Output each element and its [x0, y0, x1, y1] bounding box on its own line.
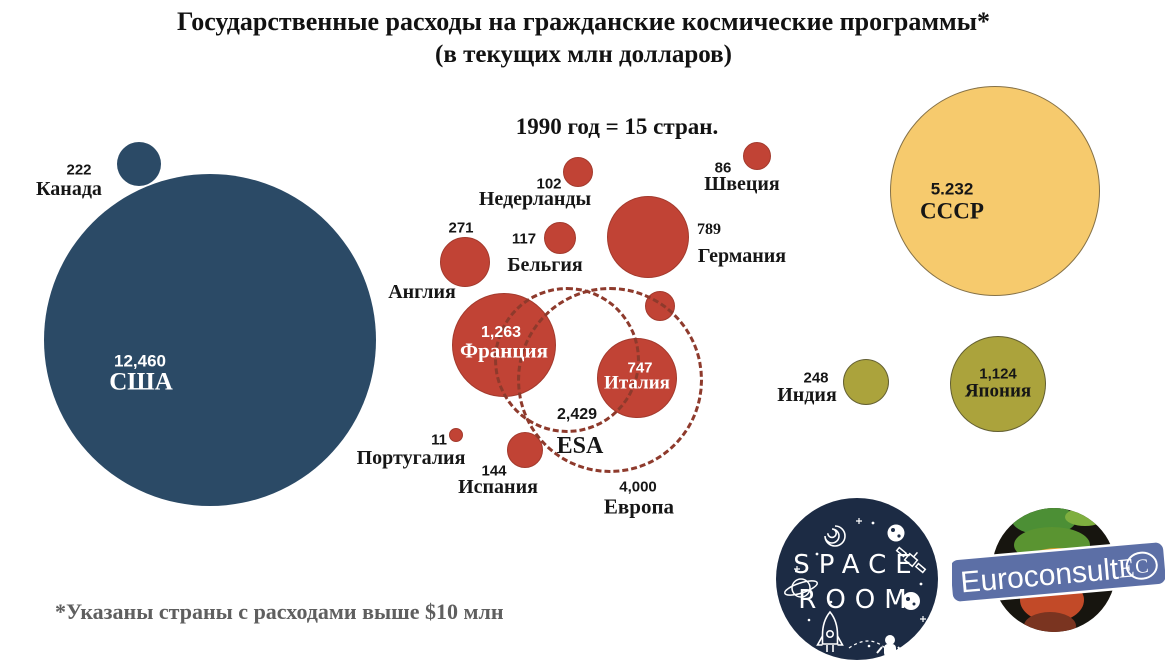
- label-india-name: Индия: [777, 384, 837, 406]
- euroconsult-banner: Euroconsult E C: [952, 540, 1165, 604]
- bubble-japan: [950, 336, 1046, 432]
- label-england-name: Англия: [388, 281, 456, 303]
- chart-title-line2: (в текущих млн долларов): [435, 40, 732, 68]
- label-canada-name: Канада: [36, 178, 102, 200]
- label-portugal-name: Португалия: [356, 447, 466, 469]
- label-germany-name: Германия: [697, 245, 787, 267]
- small-moon-icon: [902, 592, 920, 610]
- bubble-germany: [607, 196, 689, 278]
- label-belgium-name: Бельгия: [507, 254, 583, 276]
- bubble-canada: [117, 142, 161, 186]
- space-room-text-room: ROOM: [798, 585, 915, 615]
- stars-decoration: [794, 518, 926, 648]
- ringed-planet-icon: [784, 578, 818, 598]
- label-belgium-value: 117: [511, 230, 537, 248]
- euroconsult-logo: Euroconsult E C: [952, 508, 1165, 632]
- chart-footnote: *Указаны страны с расходами выше $10 млн: [55, 599, 504, 624]
- label-netherlands-value: 102: [536, 175, 562, 193]
- bubble-belgium: [544, 222, 576, 254]
- chart-title: Государственные расходы на гражданские к…: [0, 6, 1167, 70]
- chart-subtitle: 1990 год = 15 стран.: [515, 114, 719, 139]
- bubble-netherlands: [563, 157, 593, 187]
- label-spain-name: Испания: [458, 476, 538, 498]
- label-india-value: 248: [803, 369, 829, 387]
- bubble-sweden: [743, 142, 771, 170]
- space-room-logo: SPACE ROOM: [776, 498, 938, 660]
- label-italy-name: Италия: [604, 372, 670, 394]
- bubble-portugal: [449, 428, 463, 442]
- label-portugal-value: 11: [431, 431, 447, 449]
- galaxy-icon: [824, 525, 846, 547]
- label-usa-value: 12,460: [114, 351, 166, 371]
- label-japan-value: 1,124: [979, 365, 1017, 383]
- satellite-icon: [895, 546, 927, 574]
- label-canada-value: 222: [66, 161, 92, 179]
- label-ussr-name: СССР: [920, 198, 984, 224]
- bubble-ussr: [890, 86, 1100, 296]
- dashed-ring-europe: [517, 287, 703, 473]
- astronaut-icon: [848, 635, 904, 657]
- label-spain-value: 144: [481, 462, 507, 480]
- rocket-icon: [816, 610, 844, 652]
- label-germany-value: 789: [697, 221, 721, 238]
- moon-icon: [887, 524, 905, 542]
- bubble-india: [843, 359, 889, 405]
- chart-title-line1: Государственные расходы на гражданские к…: [176, 7, 991, 36]
- label-esa-name: ESA: [556, 433, 604, 459]
- bubble-usa: [44, 174, 376, 506]
- label-france-name: Франция: [460, 338, 548, 363]
- label-italy-value: 747: [627, 359, 653, 377]
- label-france-value: 1,263: [480, 324, 522, 341]
- label-netherlands-name: Недерланды: [478, 188, 592, 210]
- label-usa-name: США: [109, 368, 173, 396]
- bubble-england: [440, 237, 490, 287]
- label-japan-name: Япония: [964, 380, 1032, 402]
- euroconsult-mark-c: C: [1134, 555, 1149, 578]
- label-england-value: 271: [448, 219, 474, 237]
- label-sweden-name: Швеция: [704, 173, 780, 195]
- label-europe-value: 4,000: [619, 478, 657, 496]
- label-sweden-value: 86: [714, 159, 732, 177]
- label-ussr-value: 5.232: [930, 179, 974, 199]
- label-esa-value: 2,429: [556, 406, 598, 423]
- space-room-text-space: SPACE: [793, 550, 920, 580]
- label-europe-name: Европа: [603, 494, 675, 519]
